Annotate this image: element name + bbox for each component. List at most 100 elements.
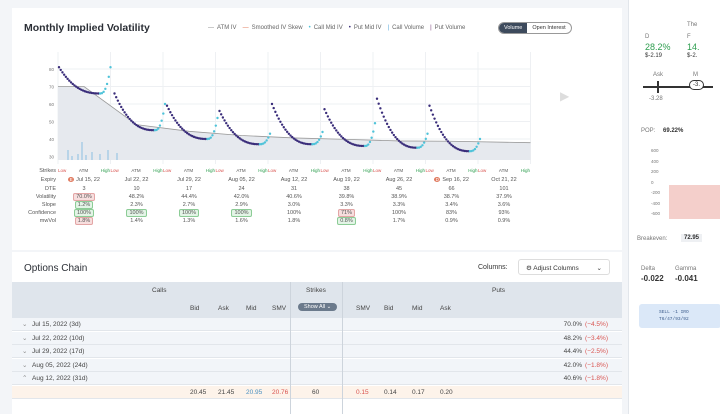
expiry-label: Jul 15, 2022 (3d) — [32, 321, 81, 328]
strike-label: Low — [478, 168, 487, 173]
cell-expiry[interactable]: Aug 19, 22 — [321, 177, 373, 183]
call-mid-iv-point — [214, 124, 218, 127]
expiry-row[interactable]: ⌄ Aug 05, 2022 (24d) 42.0% (−1.8%) — [12, 358, 622, 372]
order-line-2: T6/47/93/92 — [659, 317, 689, 322]
put-mid-iv-point — [126, 115, 130, 119]
strike-labels: Low ATM High — [321, 168, 373, 173]
put-mid-iv-point — [113, 92, 116, 95]
expiry-row[interactable]: ⌄ Jul 15, 2022 (3d) 70.0% (−4.5%) — [12, 318, 622, 331]
legend-item[interactable]: | Call Volume — [388, 25, 425, 31]
cell-expiry[interactable]: Jul 29, 22 — [163, 177, 215, 183]
put-mid-iv-point — [74, 85, 78, 88]
call-mid-iv-point — [160, 119, 163, 122]
put-mid-iv-point — [218, 109, 221, 113]
legend-item[interactable]: — ATM IV — [208, 25, 237, 31]
legend-item[interactable]: | Put Volume — [430, 25, 465, 31]
call-bid-value[interactable]: 20.45 — [190, 389, 207, 396]
expiry-row[interactable]: ⌃ Aug 12, 2022 (31d) 40.6% (−1.8%) — [12, 372, 622, 385]
toggle-open-interest[interactable]: Open Interest — [532, 25, 566, 31]
cell-dte: 66 — [426, 186, 478, 192]
delta-label: Delta — [641, 266, 656, 272]
call-mid-iv-point — [317, 138, 321, 142]
legend-item[interactable]: • Put Mid IV — [349, 25, 382, 31]
put-mid-iv-point — [150, 128, 153, 132]
conf-value: 93% — [498, 210, 510, 216]
call-col-smv[interactable]: SMV — [272, 305, 287, 312]
strike-label: ATM — [498, 168, 509, 173]
cell-dte: 38 — [321, 186, 373, 192]
pnl-y-tick: 400 — [651, 158, 659, 164]
strike-row[interactable]: 20.45 21.45 20.95 20.76 60 0.15 0.14 0.17 0.20 — [12, 386, 622, 399]
call-ask-value[interactable]: 21.45 — [218, 389, 235, 396]
cell-expiry[interactable]: E Jul 15, 22 — [58, 177, 110, 183]
expiry-row[interactable]: ⌄ Jul 22, 2022 (10d) 48.2% (−3.4%) — [12, 331, 622, 345]
row-label: DTE — [45, 186, 56, 192]
strike-label: ATM — [236, 168, 246, 173]
put-col-smv[interactable]: SMV — [356, 305, 371, 312]
put-bid-value[interactable]: 0.14 — [384, 389, 397, 396]
put-smv-value[interactable]: 0.15 — [356, 389, 369, 396]
cell-expiry[interactable]: Aug 12, 22 — [268, 177, 320, 183]
put-mid-iv-point — [174, 119, 177, 122]
row-label: mwVol — [39, 218, 56, 224]
call-mid-iv-point — [157, 127, 160, 130]
put-mid-iv-point — [392, 133, 396, 137]
cell-expiry[interactable]: Aug 05, 22 — [216, 177, 268, 183]
put-mid-iv-point — [362, 144, 365, 148]
call-mid-iv-point — [109, 66, 112, 69]
mid-label: M — [693, 72, 698, 78]
cell-expiry[interactable]: Jul 22, 22 — [111, 177, 163, 183]
toggle-volume[interactable]: Volume — [499, 23, 528, 33]
put-mid-iv-point — [282, 126, 285, 129]
y-tick-label: 60 — [49, 102, 55, 107]
vol-value: 48.2% — [128, 194, 145, 200]
put-ask-value[interactable]: 0.20 — [440, 389, 453, 396]
strike-label: High — [153, 168, 163, 173]
mw-value: 1.6% — [235, 218, 248, 224]
legend-item[interactable]: • Call Mid IV — [309, 25, 343, 31]
strike-value[interactable]: 60 — [312, 389, 320, 396]
cell-expiry[interactable]: D Sep 16, 22 — [426, 177, 478, 183]
call-smv-value[interactable]: 20.76 — [272, 389, 289, 396]
legend-item[interactable]: — Smoothed IV Skew — [243, 25, 303, 31]
cell-conf: 100% — [216, 209, 268, 217]
expiry-value: Aug 12, 22 — [280, 177, 308, 183]
gamma-value: -0.041 — [675, 274, 698, 283]
legend-label: ATM IV — [217, 25, 237, 31]
call-mid-iv-point — [319, 135, 323, 138]
adjust-columns-dropdown[interactable]: ⚙ Adjust Columns ⌄ — [518, 259, 610, 275]
put-mid-iv-point — [433, 117, 436, 120]
call-mid-value[interactable]: 20.95 — [246, 389, 263, 396]
strike-label: Low — [163, 168, 172, 173]
cell-mw: 1.8% — [58, 217, 110, 225]
put-col-mid[interactable]: Mid — [412, 305, 423, 312]
put-mid-iv-point — [331, 124, 335, 127]
put-mid-iv-point — [277, 117, 280, 120]
put-col-ask[interactable]: Ask — [440, 305, 451, 312]
put-mid-iv-point — [429, 109, 433, 112]
expiry-row[interactable]: ⌄ Jul 29, 2022 (17d) 44.4% (−2.5%) — [12, 345, 622, 358]
price-slider[interactable] — [643, 86, 713, 88]
cell-vol: 40.6% — [268, 194, 320, 200]
cell-vol: 48.2% — [111, 194, 163, 200]
strike-labels: Low ATM High — [373, 168, 425, 173]
mw-value: 0.9% — [497, 218, 511, 224]
put-mid-iv-point — [436, 124, 440, 128]
slider-handle[interactable] — [657, 81, 659, 93]
show-all-strikes-button[interactable]: Show All ⌄ — [298, 303, 338, 311]
call-col-bid[interactable]: Bid — [190, 305, 200, 312]
put-mid-iv-point — [59, 68, 62, 72]
conf-value: 71% — [337, 209, 355, 217]
call-col-mid[interactable]: Mid — [246, 305, 257, 312]
order-box[interactable] — [639, 304, 720, 328]
event-icon: E — [68, 177, 75, 182]
strike-label: Low — [110, 168, 119, 173]
call-mid-iv-point — [267, 136, 270, 139]
cell-expiry[interactable]: Aug 26, 22 — [373, 177, 425, 183]
call-col-ask[interactable]: Ask — [218, 305, 229, 312]
put-mid-iv-point — [441, 133, 445, 136]
volume-oi-toggle[interactable]: Volume Open Interest — [498, 22, 572, 34]
put-mid-value[interactable]: 0.17 — [412, 389, 425, 396]
cell-expiry[interactable]: Oct 21, 22 — [478, 177, 530, 183]
put-col-bid[interactable]: Bid — [384, 305, 394, 312]
